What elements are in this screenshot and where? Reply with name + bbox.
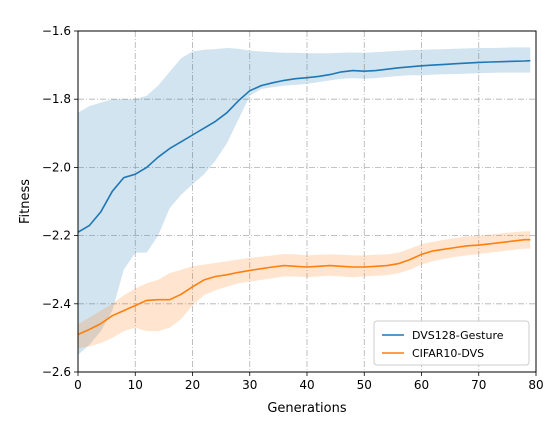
x-tick-label: 20 xyxy=(185,378,200,392)
y-tick-label: −1.8 xyxy=(42,92,71,106)
x-tick-label: 80 xyxy=(528,378,543,392)
legend-label-2: CIFAR10-DVS xyxy=(412,347,484,360)
x-tick-label: 30 xyxy=(242,378,257,392)
x-tick-label: 50 xyxy=(357,378,372,392)
y-tick-label: −2.4 xyxy=(42,297,71,311)
y-tick-label: −2.6 xyxy=(42,365,71,379)
y-axis-label: Fitness xyxy=(18,179,33,224)
x-tick-label: 40 xyxy=(299,378,314,392)
x-tick-label: 10 xyxy=(128,378,143,392)
x-tick-label: 0 xyxy=(74,378,82,392)
legend-label-1: DVS128-Gesture xyxy=(412,329,504,342)
y-tick-label: −1.6 xyxy=(42,24,71,38)
y-tick-label: −2.0 xyxy=(42,160,71,174)
x-axis-label: Generations xyxy=(267,401,347,416)
x-tick-label: 70 xyxy=(471,378,486,392)
x-tick-label: 60 xyxy=(414,378,429,392)
y-tick-label: −2.2 xyxy=(42,229,71,243)
legend: DVS128-Gesture CIFAR10-DVS xyxy=(374,321,529,365)
